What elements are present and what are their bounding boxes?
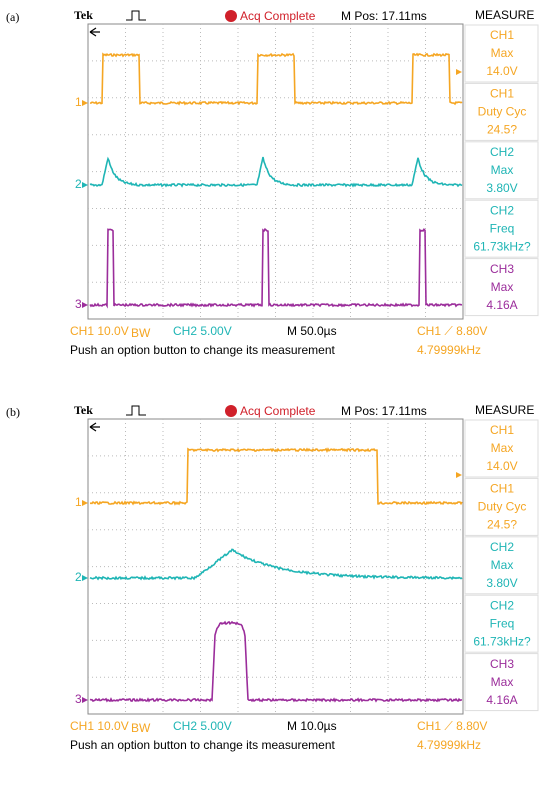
status: Acq Complete — [240, 404, 316, 418]
menu-text: 3.80V — [486, 181, 517, 195]
position: M Pos: 17.11ms — [341, 404, 427, 418]
menu-text: Duty Cyc — [478, 105, 527, 119]
menu-text: 14.0V — [486, 459, 517, 473]
hint: Push an option button to change its meas… — [70, 343, 336, 357]
scope-panel: (a) Tek Acq Complete M Pos: 17.11ms MEASURE 1… — [6, 8, 538, 357]
menu-text: CH2 — [490, 203, 514, 217]
trigger-icon — [126, 406, 146, 415]
menu-text: 4.16A — [486, 693, 517, 707]
channel-arrow — [82, 500, 88, 506]
trigger: CH1 ⟋ 8.80V — [417, 324, 487, 338]
menu-text: Max — [491, 441, 514, 455]
menu-text: CH3 — [490, 657, 514, 671]
menu-text: CH2 — [490, 145, 514, 159]
page: {"panels": [ {"label": "(a)", "header": … — [0, 0, 546, 789]
menu-text: CH1 — [490, 423, 514, 437]
menu-text: CH3 — [490, 262, 514, 276]
bandwidth: BW — [131, 326, 151, 340]
panel-label: (b) — [6, 405, 20, 419]
scope-panel: (b) Tek Acq Complete M Pos: 17.11ms MEASURE 1… — [6, 403, 538, 752]
channel-marker: 3 — [75, 297, 82, 311]
trigger-icon — [126, 11, 146, 20]
status-dot — [225, 10, 237, 22]
menu-text: 14.0V — [486, 64, 517, 78]
trigger: CH1 ⟋ 8.80V — [417, 719, 487, 733]
position: M Pos: 17.11ms — [341, 9, 427, 23]
menu-text: CH2 — [490, 540, 514, 554]
menu-text: CH1 — [490, 87, 514, 101]
menu-text: Duty Cyc — [478, 500, 527, 514]
channel-marker: 3 — [75, 692, 82, 706]
menu-text: Max — [491, 280, 514, 294]
channel-marker: 2 — [75, 570, 82, 584]
channel-marker: 2 — [75, 177, 82, 191]
figure: (a) Tek Acq Complete M Pos: 17.11ms MEASURE 1… — [0, 0, 546, 789]
menu-text: 61.73kHz? — [473, 239, 531, 253]
frequency: 4.79999kHz — [417, 738, 481, 752]
menu-text: CH1 — [490, 28, 514, 42]
channel-marker: 1 — [75, 495, 82, 509]
channel-arrow — [82, 697, 88, 703]
ch2-scale: CH2 5.00V — [173, 719, 232, 733]
menu-text: 3.80V — [486, 576, 517, 590]
menu-text: Freq — [490, 221, 515, 235]
menu-text: Freq — [490, 616, 515, 630]
menu-text: CH1 — [490, 482, 514, 496]
brand: Tek — [74, 403, 93, 417]
brand: Tek — [74, 8, 93, 22]
menu-text: 24.5? — [487, 518, 517, 532]
menu-text: Max — [491, 163, 514, 177]
menu-text: 4.16A — [486, 298, 517, 312]
panel-label: (a) — [6, 10, 19, 24]
ch1-scale: CH1 10.0V — [70, 324, 129, 338]
hint: Push an option button to change its meas… — [70, 738, 336, 752]
channel-arrow — [82, 182, 88, 188]
menu-text: 61.73kHz? — [473, 634, 531, 648]
status-dot — [225, 405, 237, 417]
menu-text: Max — [491, 675, 514, 689]
status: Acq Complete — [240, 9, 316, 23]
timebase: M 10.0µs — [287, 719, 337, 733]
ch1-scale: CH1 10.0V — [70, 719, 129, 733]
frequency: 4.79999kHz — [417, 343, 481, 357]
bandwidth: BW — [131, 721, 151, 735]
ch2-scale: CH2 5.00V — [173, 324, 232, 338]
channel-arrow — [82, 100, 88, 106]
channel-arrow — [82, 302, 88, 308]
menu-title: MEASURE — [475, 8, 534, 22]
menu-text: Max — [491, 46, 514, 60]
menu-text: CH2 — [490, 598, 514, 612]
channel-marker: 1 — [75, 95, 82, 109]
menu-text: 24.5? — [487, 123, 517, 137]
menu-text: Max — [491, 558, 514, 572]
menu-title: MEASURE — [475, 403, 534, 417]
timebase: M 50.0µs — [287, 324, 337, 338]
channel-arrow — [82, 575, 88, 581]
